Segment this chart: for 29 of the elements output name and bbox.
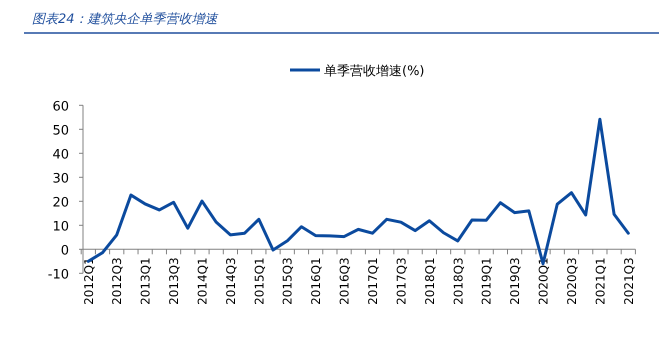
x-tick-label: 2017Q3 (394, 257, 408, 305)
x-tick-label: 2018Q3 (451, 257, 466, 305)
x-tick-label: 2014Q1 (195, 257, 210, 305)
y-tick-label: 20 (52, 195, 69, 210)
x-tick-label: 2015Q3 (280, 257, 295, 305)
x-tick-label: 2017Q1 (366, 257, 380, 305)
x-tick-label: 2021Q3 (622, 257, 636, 305)
x-tick-label: 2013Q1 (138, 257, 153, 305)
x-tick-label: 2016Q3 (338, 257, 352, 305)
y-tick-label: 0 (60, 243, 69, 258)
legend-label: 单季营收增速(%) (324, 64, 424, 79)
x-tick-label: 2020Q1 (536, 257, 551, 305)
y-tick-label: 10 (52, 219, 69, 234)
y-tick-label: 60 (52, 99, 69, 114)
x-tick-label: 2018Q1 (422, 257, 437, 305)
x-tick-label: 2012Q3 (110, 257, 124, 305)
x-tick-label: 2021Q1 (593, 257, 608, 305)
y-tick-label: -10 (48, 267, 69, 282)
x-tick-label: 2020Q3 (564, 257, 579, 305)
x-tick-label: 2015Q1 (252, 257, 266, 305)
x-tick-label: 2019Q3 (508, 257, 522, 305)
x-tick-label: 2013Q3 (167, 257, 182, 305)
chart-title: 图表24：建筑央企单季营收增速 (32, 12, 219, 27)
y-tick-label: 30 (52, 171, 69, 186)
x-tick-label: 2014Q3 (224, 257, 238, 305)
y-tick-label: 40 (52, 147, 69, 162)
x-tick-label: 2016Q1 (309, 257, 324, 305)
y-tick-label: 50 (52, 123, 69, 138)
x-tick-label: 2019Q1 (480, 257, 494, 305)
